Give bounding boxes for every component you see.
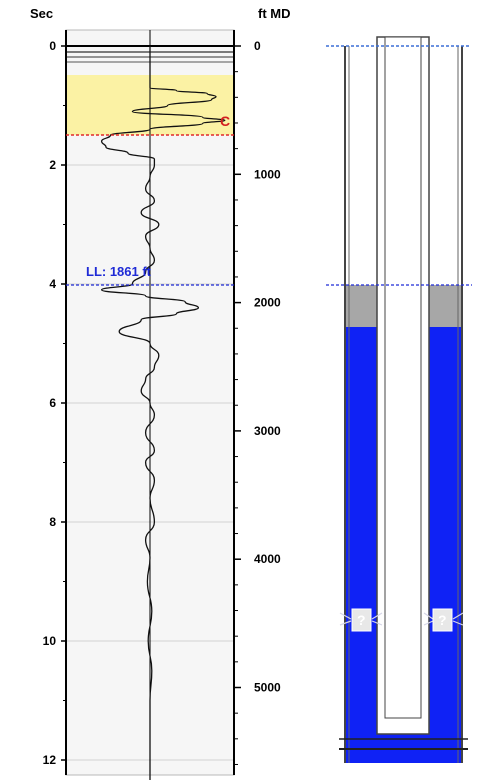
marker-left-ticks <box>339 612 383 626</box>
time-tick-label: 0 <box>49 39 56 53</box>
marker-right-ticks <box>423 612 464 626</box>
unknown-marker-left: ? <box>339 608 383 632</box>
unknown-symbol-left: ? <box>357 612 366 628</box>
unknown-marker-right: ? <box>423 608 464 632</box>
unknown-box-right <box>432 608 453 632</box>
depth-tick-label: 2000 <box>254 296 281 310</box>
tubing-bore <box>384 36 422 719</box>
depth-tick-label: 1000 <box>254 167 281 181</box>
unknown-box-left <box>351 608 372 632</box>
time-tick-label: 6 <box>49 396 56 410</box>
depth-tick-label: 5000 <box>254 681 281 695</box>
depth-axis-title: ft MD <box>258 6 291 21</box>
depth-axis-ticks: 0 1000 2000 3000 4000 5000 <box>234 39 281 765</box>
liquid-level-label: LL: 1861 ft <box>86 264 152 279</box>
time-tick-label: 2 <box>49 158 56 172</box>
depth-tick-label: 3000 <box>254 424 281 438</box>
time-axis-ticks: 0 2 4 6 8 10 12 <box>43 39 66 767</box>
time-tick-label: 4 <box>49 277 56 291</box>
unknown-symbol-right: ? <box>438 612 447 628</box>
depth-tick-label: 4000 <box>254 552 281 566</box>
time-tick-label: 8 <box>49 515 56 529</box>
depth-tick-label: 0 <box>254 39 261 53</box>
time-tick-label: 12 <box>43 753 57 767</box>
acoustic-trace <box>100 45 226 780</box>
time-axis-title: Sec <box>30 6 53 21</box>
time-tick-label: 10 <box>43 634 57 648</box>
collar-marker-label: C <box>220 113 230 129</box>
